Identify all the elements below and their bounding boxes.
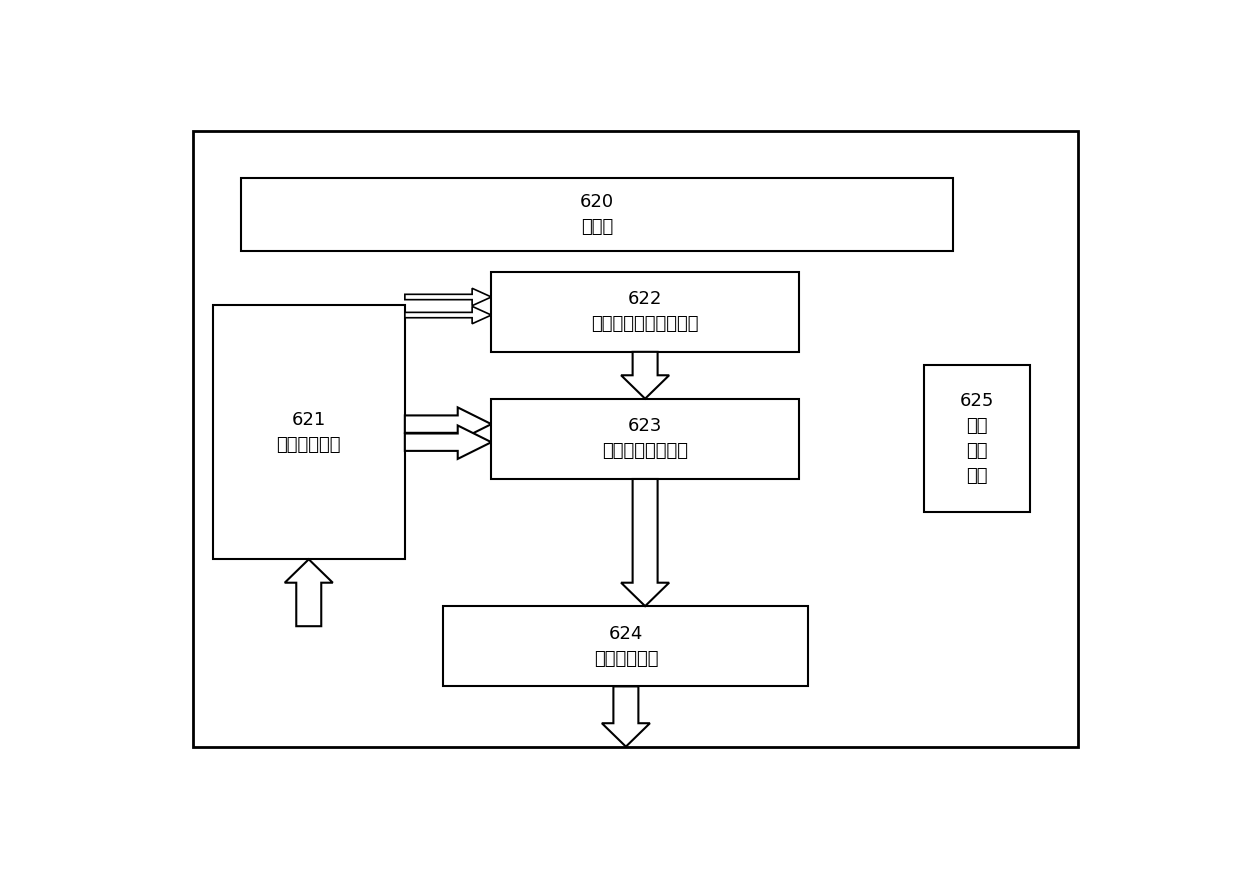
Text: 620
数据端: 620 数据端 [580,193,614,236]
Text: 623
分装信息计算模块: 623 分装信息计算模块 [603,417,688,461]
Polygon shape [621,479,670,607]
Text: 622
用户注射信息计算模块: 622 用户注射信息计算模块 [591,290,699,333]
Polygon shape [404,307,491,324]
Text: 625
信息
存储
模块: 625 信息 存储 模块 [960,392,993,486]
Polygon shape [404,408,491,441]
Polygon shape [404,289,491,306]
Text: 624
信息输出模块: 624 信息输出模块 [594,625,658,667]
Polygon shape [404,426,491,459]
Polygon shape [285,560,332,627]
Bar [213,305,404,560]
Bar [491,271,799,352]
Bar [491,399,799,479]
Bar [242,178,952,251]
Polygon shape [601,687,650,746]
Text: 621
信息输入模块: 621 信息输入模块 [277,411,341,454]
Bar [444,607,808,687]
Bar [924,365,1029,513]
Polygon shape [621,352,670,399]
